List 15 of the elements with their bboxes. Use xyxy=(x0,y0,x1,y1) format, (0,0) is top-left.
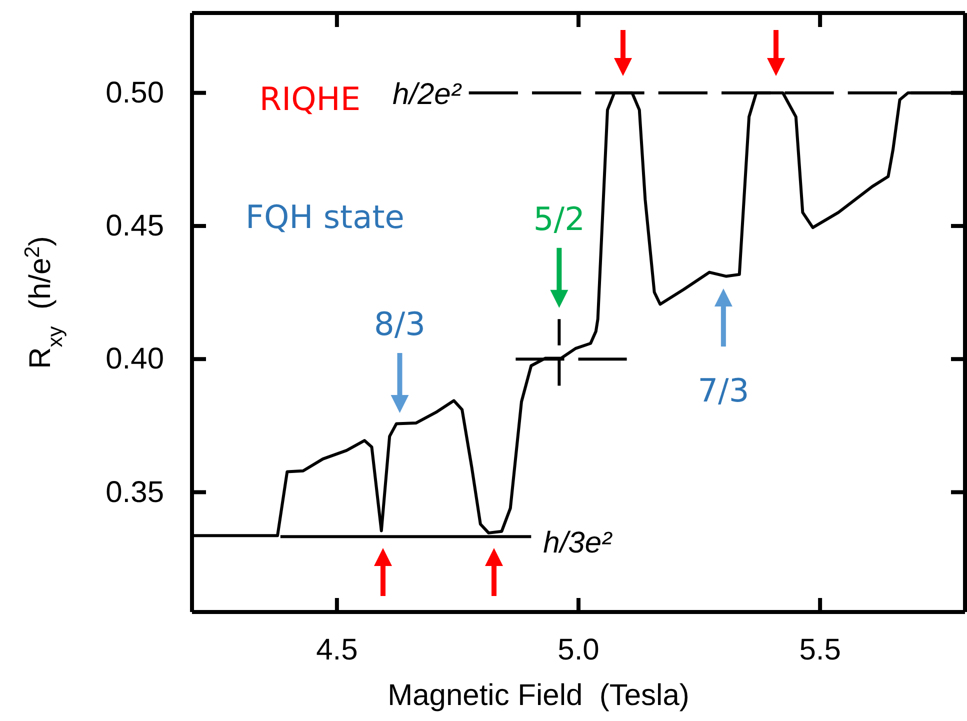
series-label: h/2e² xyxy=(392,78,462,111)
annotation: FQH state xyxy=(246,198,404,236)
annotation: 7/3 xyxy=(698,372,750,410)
annotation: 8/3 xyxy=(374,304,426,343)
y-tick-label: 0.40 xyxy=(106,342,164,376)
x-tick-label: 4.5 xyxy=(316,633,358,666)
annotation: RIQHE xyxy=(259,80,361,118)
x-tick-label: 5.5 xyxy=(799,633,841,666)
y-tick-label: 0.45 xyxy=(106,210,164,243)
y-tick-label: 0.35 xyxy=(106,476,164,509)
series-label: h/3e² xyxy=(543,526,613,560)
y-tick-label: 0.50 xyxy=(106,76,164,110)
x-tick-label: 5.0 xyxy=(558,633,600,666)
annotation: 5/2 xyxy=(533,200,585,238)
x-axis-title: Magnetic Field (Tesla) xyxy=(388,679,690,712)
